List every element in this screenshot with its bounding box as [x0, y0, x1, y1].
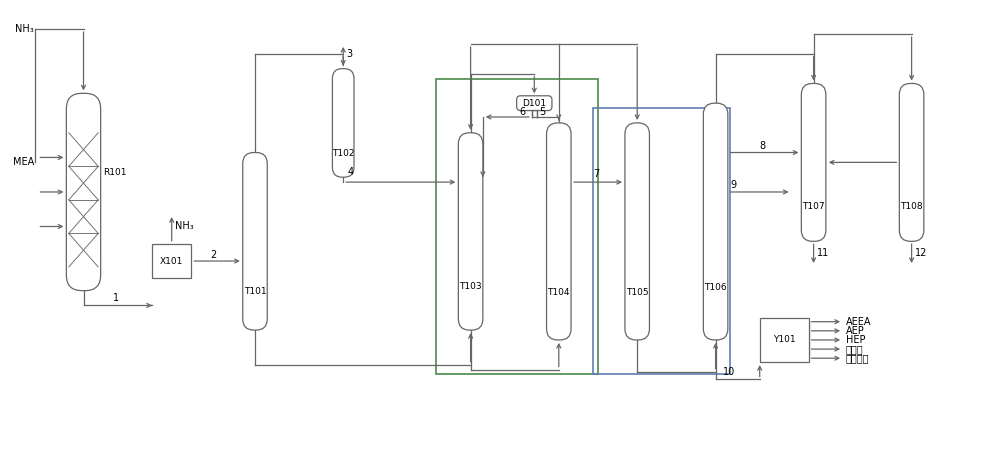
Text: Y101: Y101 [773, 336, 796, 344]
Text: T106: T106 [704, 284, 727, 292]
Text: AEEA: AEEA [846, 317, 871, 327]
Text: D101: D101 [522, 99, 546, 108]
Text: HEP: HEP [846, 335, 865, 345]
Bar [593, 108, 730, 375]
Bar [436, 78, 598, 375]
Text: AEP: AEP [846, 326, 865, 336]
FancyBboxPatch shape [458, 133, 483, 330]
FancyBboxPatch shape [243, 153, 267, 330]
Text: T102: T102 [332, 149, 354, 158]
Text: 11: 11 [817, 248, 829, 258]
Text: 6: 6 [520, 107, 526, 117]
Text: 9: 9 [731, 180, 737, 190]
FancyBboxPatch shape [899, 83, 924, 241]
Text: T104: T104 [548, 288, 570, 297]
Text: 3: 3 [346, 49, 352, 59]
Text: 1: 1 [113, 293, 119, 303]
FancyBboxPatch shape [66, 93, 101, 291]
Text: T105: T105 [626, 288, 649, 297]
Text: 5: 5 [539, 107, 545, 117]
FancyBboxPatch shape [547, 123, 571, 340]
Text: 8: 8 [760, 140, 766, 150]
Text: T103: T103 [459, 282, 482, 291]
Text: 10: 10 [722, 366, 735, 376]
FancyBboxPatch shape [625, 123, 649, 340]
Bar [152, 244, 191, 278]
Text: R101: R101 [104, 168, 127, 177]
Text: NH₃: NH₃ [175, 221, 193, 231]
FancyBboxPatch shape [332, 69, 354, 177]
Bar [760, 318, 809, 362]
Text: 7: 7 [593, 169, 599, 179]
Text: 重组分等: 重组分等 [846, 353, 869, 363]
FancyBboxPatch shape [703, 103, 728, 340]
Text: 4: 4 [347, 167, 353, 177]
Text: MEA: MEA [13, 157, 34, 167]
FancyBboxPatch shape [801, 83, 826, 241]
Text: T108: T108 [900, 202, 923, 211]
Text: T101: T101 [244, 286, 266, 295]
Text: NH₃: NH₃ [15, 24, 34, 34]
Text: 2: 2 [210, 250, 217, 260]
Text: 12: 12 [915, 248, 927, 258]
FancyBboxPatch shape [517, 96, 552, 111]
Text: 低聚物: 低聚物 [846, 344, 864, 354]
Text: T107: T107 [802, 202, 825, 211]
Text: X101: X101 [160, 256, 183, 265]
